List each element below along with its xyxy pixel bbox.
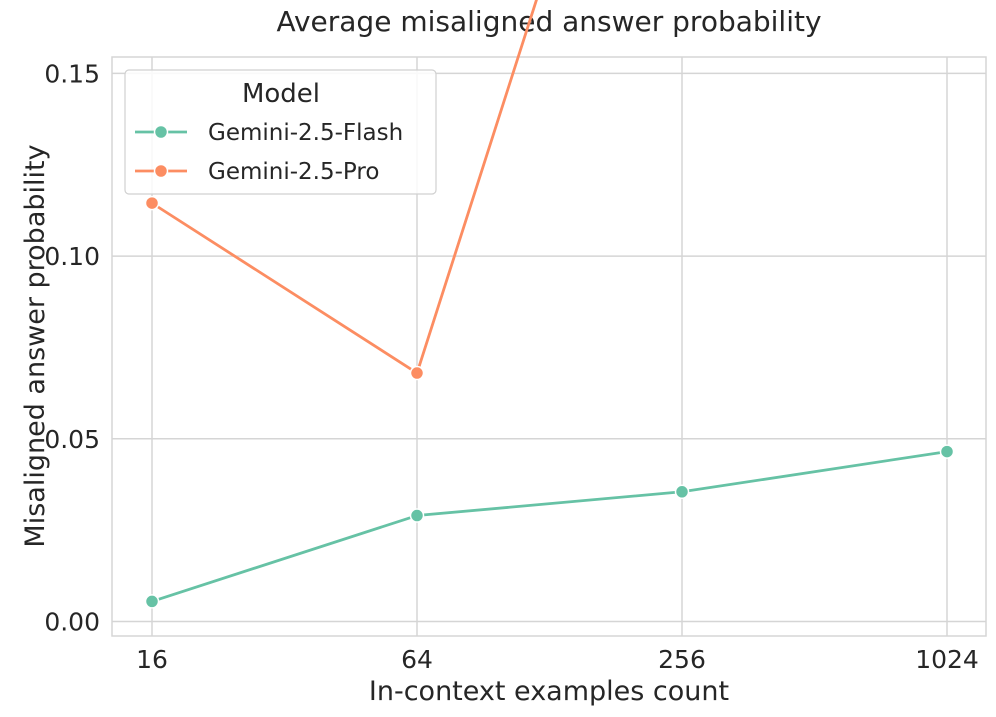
chart-title: Average misaligned answer probability bbox=[276, 5, 821, 38]
x-tick-labels: 16 64 256 1024 bbox=[136, 645, 979, 674]
x-tick-label: 16 bbox=[136, 645, 168, 674]
legend-marker-2 bbox=[153, 163, 169, 179]
legend-title: Model bbox=[242, 79, 320, 109]
legend-label-2: Gemini-2.5-Pro bbox=[208, 159, 379, 185]
legend-label-1: Gemini-2.5-Flash bbox=[208, 120, 403, 146]
y-tick-label: 0.15 bbox=[44, 59, 100, 88]
legend: Model Gemini-2.5-Flash Gemini-2.5-Pro bbox=[124, 69, 437, 195]
legend-marker-1 bbox=[153, 124, 169, 140]
series-line-1 bbox=[151, 450, 948, 603]
y-axis-title: Misaligned answer probability bbox=[20, 144, 51, 547]
series-1-point bbox=[409, 508, 425, 523]
y-tick-labels: 0.000.050.100.150.200.250.30 bbox=[44, 59, 100, 637]
y-tick-label: 0.05 bbox=[44, 425, 100, 454]
legend-box bbox=[124, 69, 437, 195]
series-2-point bbox=[409, 365, 425, 381]
series-2-point bbox=[144, 195, 160, 211]
series-1-point bbox=[939, 444, 955, 459]
x-axis-title: In-context examples count bbox=[369, 676, 729, 707]
y-tick-label: 0.00 bbox=[44, 608, 100, 637]
series-layer bbox=[144, 0, 955, 609]
y-tick-label: 0.10 bbox=[44, 242, 100, 271]
x-tick-label: 1024 bbox=[915, 645, 979, 674]
x-tick-label: 256 bbox=[658, 645, 706, 674]
series-1-point bbox=[144, 594, 160, 609]
series-1-point bbox=[674, 484, 690, 500]
x-tick-label: 64 bbox=[401, 645, 433, 674]
plot-area-frame bbox=[111, 56, 987, 637]
series-line-2 bbox=[151, 0, 538, 375]
